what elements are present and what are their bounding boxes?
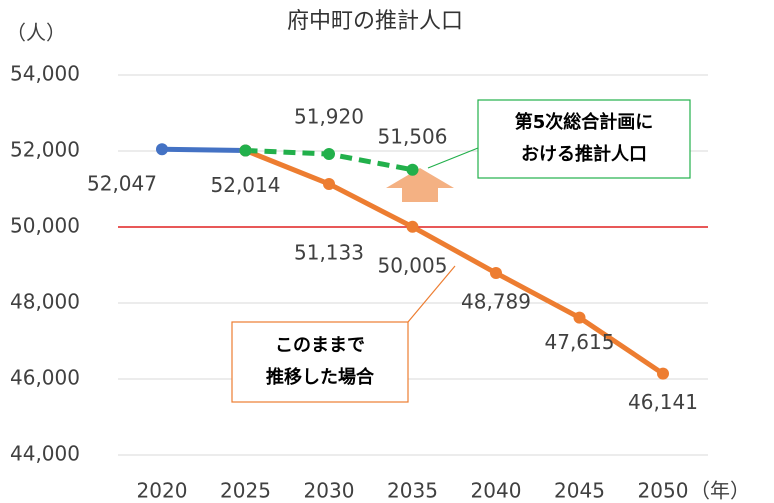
y-tick-label: 50,000 <box>10 214 80 238</box>
callout-text: 推移した場合 <box>266 366 375 388</box>
data-label: 47,615 <box>545 330 615 354</box>
callout-box <box>231 321 409 403</box>
x-tick-label: 2050 <box>638 479 689 503</box>
data-point <box>406 163 419 176</box>
y-tick-label: 52,000 <box>10 138 80 162</box>
data-point <box>490 267 502 280</box>
arrow <box>386 168 454 202</box>
data-label: 51,920 <box>294 105 364 129</box>
data-label: 52,047 <box>87 172 157 196</box>
data-label: 50,005 <box>378 253 448 277</box>
data-label: 48,789 <box>461 290 531 314</box>
chart-title: 府中町の推計人口 <box>287 9 463 34</box>
x-tick-label: 2020 <box>137 479 188 503</box>
x-axis-label: （年） <box>690 479 750 503</box>
data-point <box>239 144 252 157</box>
data-point <box>323 148 335 161</box>
y-tick-label: 48,000 <box>10 290 80 314</box>
callout-text: 第5次総合計画に <box>515 111 654 133</box>
data-point <box>406 220 419 233</box>
x-tick-label: 2025 <box>220 479 271 503</box>
data-point <box>657 367 669 380</box>
y-axis-label: （人） <box>6 21 66 45</box>
x-tick-label: 2030 <box>304 479 355 503</box>
data-label: 51,506 <box>378 124 448 148</box>
y-tick-label: 46,000 <box>10 366 80 390</box>
x-tick-label: 2035 <box>387 479 438 503</box>
data-point <box>573 311 586 324</box>
data-label: 52,014 <box>211 173 281 197</box>
callout-text: おける推計人口 <box>521 143 647 165</box>
leader-line <box>407 265 456 323</box>
y-tick-label: 44,000 <box>10 442 80 466</box>
series-line <box>161 146 246 153</box>
data-point <box>156 143 168 156</box>
x-tick-label: 2045 <box>554 479 605 503</box>
data-label: 51,133 <box>294 240 364 264</box>
x-tick-label: 2040 <box>471 479 522 503</box>
callout-text: このままで <box>275 335 365 356</box>
callout-box <box>477 99 691 179</box>
y-tick-label: 54,000 <box>10 62 80 86</box>
data-point <box>323 177 335 190</box>
data-label: 46,141 <box>628 390 698 414</box>
series-line <box>244 148 665 376</box>
leader-line <box>427 147 479 169</box>
